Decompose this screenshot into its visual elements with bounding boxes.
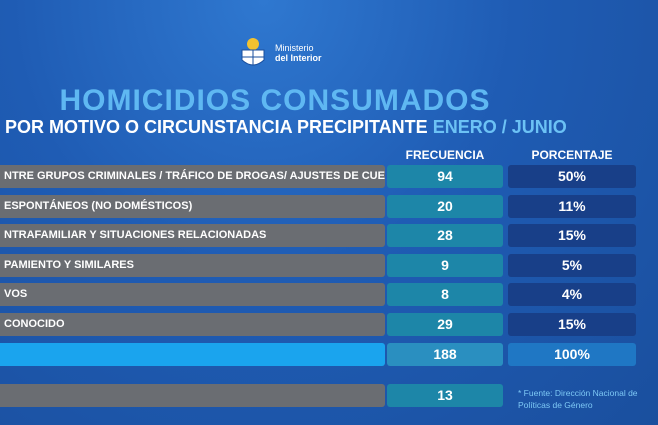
period: ENERO / JUNIO [432, 117, 567, 137]
row-label: ESPONTÁNEOS (NO DOMÉSTICOS) [0, 194, 385, 218]
frequency-cell: 94 [387, 165, 503, 188]
percentage-cell: 50% [508, 165, 636, 188]
percentage-cell: 15% [508, 313, 636, 336]
subtitle-text: POR MOTIVO O CIRCUNSTANCIA PRECIPITANTE [5, 117, 428, 137]
percentage-cell: 11% [508, 194, 636, 218]
frequency-cell: 9 [387, 253, 503, 277]
row-label: NTRAFAMILIAR Y SITUACIONES RELACIONADAS [0, 224, 385, 248]
footnote: * Fuente: Dirección Nacional de [518, 388, 638, 398]
total-percentage: 100% [508, 343, 636, 366]
frequency-cell: 8 [387, 283, 503, 307]
extra-frequency: 13 [387, 384, 503, 407]
percentage-cell: 15% [508, 224, 636, 248]
total-frequency: 188 [387, 343, 503, 366]
frequency-cell: 29 [387, 313, 503, 336]
row-label: NTRE GRUPOS CRIMINALES / TRÁFICO DE DROG… [0, 165, 385, 188]
title: HOMICIDIOS CONSUMADOS [59, 84, 491, 117]
column-header: FRECUENCIA [405, 148, 485, 162]
frequency-cell: 28 [387, 224, 503, 248]
column-header: PORCENTAJE [531, 148, 613, 162]
logo-text: Ministerio [275, 43, 314, 53]
percentage-cell: 4% [508, 283, 636, 307]
frequency-cell: 20 [387, 194, 503, 218]
logo-text: del Interior [275, 53, 322, 63]
extra-bar [0, 384, 385, 407]
percentage-cell: 5% [508, 253, 636, 277]
total-bar [0, 343, 385, 366]
logo-emblem [241, 38, 265, 66]
footnote: Políticas de Género [518, 400, 593, 410]
row-label: CONOCIDO [0, 313, 385, 336]
row-label: VOS [0, 283, 385, 307]
row-label: PAMIENTO Y SIMILARES [0, 253, 385, 277]
subtitle: POR MOTIVO O CIRCUNSTANCIA PRECIPITANTE … [5, 117, 567, 138]
